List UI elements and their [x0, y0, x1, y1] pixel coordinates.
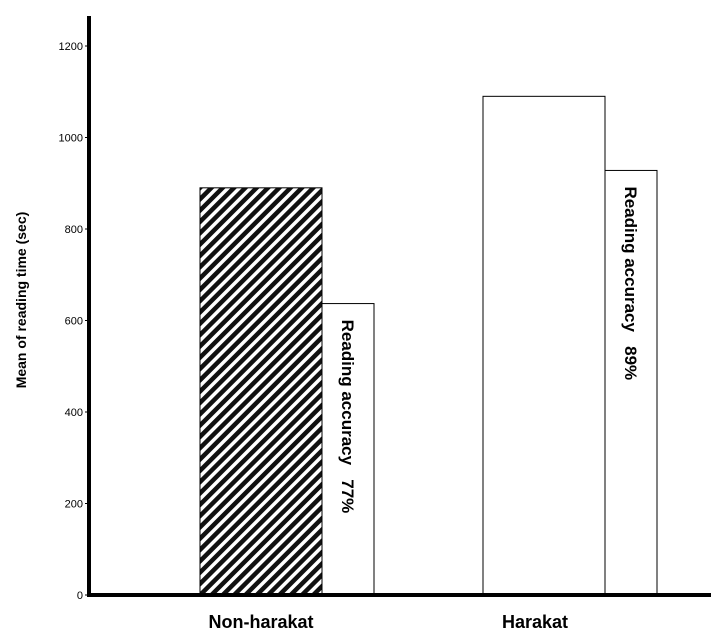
y-tick-label: 200 — [65, 499, 83, 511]
y-axis-title: Mean of reading time (sec) — [13, 212, 29, 389]
x-category-label: Non-harakat — [208, 612, 313, 632]
y-tick-label: 400 — [65, 407, 83, 419]
annotation-reading-accuracy: Reading accuracy 77% — [338, 320, 357, 514]
y-tick-label: 0 — [77, 590, 83, 602]
y-tick-label: 1000 — [59, 133, 83, 145]
x-category-label: Harakat — [502, 612, 568, 632]
y-tick-label: 600 — [65, 316, 83, 328]
y-tick-label: 1200 — [59, 41, 83, 53]
bar-non-harakat-1 — [199, 187, 323, 596]
bar-harakat-1 — [482, 95, 606, 596]
annotation-reading-accuracy: Reading accuracy 89% — [621, 186, 640, 380]
bar-non-harakat-2 — [321, 303, 375, 596]
y-tick-label: 800 — [65, 224, 83, 236]
bar-harakat-2 — [604, 169, 658, 596]
